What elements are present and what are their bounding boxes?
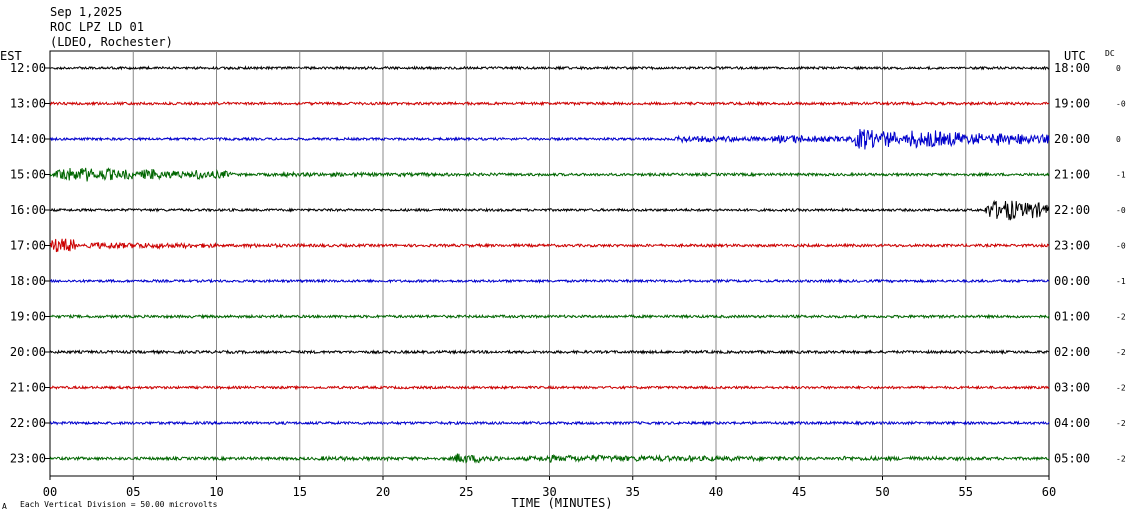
x-tick-label: 30	[542, 485, 556, 499]
row-dc-offset: -2	[1116, 419, 1126, 428]
row-label-est: 23:00	[10, 452, 46, 466]
trace-line	[49, 65, 1050, 71]
row-label-utc: 01:00	[1054, 310, 1090, 324]
row-label-est: 21:00	[10, 381, 46, 395]
x-tick-label: 50	[875, 485, 889, 499]
trace-line	[49, 313, 1050, 320]
station-code: ROC LPZ LD 01	[50, 20, 144, 34]
scale-note: Each Vertical Division = 50.00 microvolt…	[20, 500, 218, 509]
right-zone-label: UTC	[1064, 49, 1086, 63]
row-label-utc: 05:00	[1054, 452, 1090, 466]
x-tick-label: 20	[376, 485, 390, 499]
row-dc-offset: -2	[1116, 384, 1126, 393]
x-tick-labels: 00 05 10 15 20 25 30 35 40 45 50 55 60	[43, 476, 1056, 499]
row-label-est: 15:00	[10, 168, 46, 182]
dc-label: DC	[1105, 49, 1115, 58]
row-label-est: 19:00	[10, 310, 46, 324]
row-dc-offset: -0	[1116, 242, 1126, 251]
trace-line	[49, 349, 1050, 356]
row-dc-offset: -2	[1116, 348, 1126, 357]
x-tick-label: 60	[1042, 485, 1056, 499]
row-label-utc: 04:00	[1054, 416, 1090, 430]
footer-mark: A	[2, 502, 7, 511]
row-label-utc: 23:00	[1054, 239, 1090, 253]
row-label-est: 12:00	[10, 61, 46, 75]
row-dc-offset: -0	[1116, 100, 1126, 109]
row-label-est: 18:00	[10, 274, 46, 288]
trace-line	[49, 167, 1050, 182]
row-label-utc: 03:00	[1054, 381, 1090, 395]
row-label-utc: 00:00	[1054, 274, 1090, 288]
row-dc-offset: 0	[1116, 135, 1121, 144]
row-label-utc: 22:00	[1054, 203, 1090, 217]
row-label-est: 16:00	[10, 203, 46, 217]
left-zone-label: EST	[0, 49, 22, 63]
row-label-utc: 21:00	[1054, 168, 1090, 182]
row-dc-offset: -1	[1116, 277, 1126, 286]
trace-line	[49, 100, 1050, 107]
x-tick-label: 35	[626, 485, 640, 499]
x-tick-label: 45	[792, 485, 806, 499]
trace-line	[49, 453, 1050, 464]
x-tick-label: 00	[43, 485, 57, 499]
x-tick-label: 25	[459, 485, 473, 499]
chart-date: Sep 1,2025	[50, 5, 122, 19]
row-dc-offset: -0	[1116, 206, 1126, 215]
trace-line	[49, 129, 1050, 150]
trace-line	[49, 199, 1050, 221]
row-label-est: 14:00	[10, 132, 46, 146]
x-tick-label: 05	[126, 485, 140, 499]
trace-line	[49, 384, 1050, 391]
x-tick-label: 55	[959, 485, 973, 499]
trace-line	[49, 278, 1050, 284]
row-label-est: 20:00	[10, 345, 46, 359]
traces	[49, 65, 1050, 464]
row-label-utc: 19:00	[1054, 97, 1090, 111]
row-labels: 12:00 18:00 0 13:00 19:00 -0 14:00 20:00 0 15:00 2…	[10, 61, 1126, 466]
row-label-utc: 18:00	[1054, 61, 1090, 75]
x-axis-label: TIME (MINUTES)	[511, 496, 612, 510]
x-tick-label: 10	[209, 485, 223, 499]
row-dc-offset: -2	[1116, 313, 1126, 322]
row-dc-offset: -2	[1116, 455, 1126, 464]
row-label-est: 17:00	[10, 239, 46, 253]
row-label-est: 22:00	[10, 416, 46, 430]
row-dc-offset: -1	[1116, 171, 1126, 180]
network-name: (LDEO, Rochester)	[50, 35, 173, 49]
trace-line	[49, 238, 1050, 253]
row-label-utc: 20:00	[1054, 132, 1090, 146]
x-tick-label: 15	[293, 485, 307, 499]
row-dc-offset: 0	[1116, 64, 1121, 73]
x-tick-label: 40	[709, 485, 723, 499]
trace-line	[49, 420, 1050, 427]
row-label-utc: 02:00	[1054, 345, 1090, 359]
row-label-est: 13:00	[10, 97, 46, 111]
time-grid	[49, 50, 1050, 477]
